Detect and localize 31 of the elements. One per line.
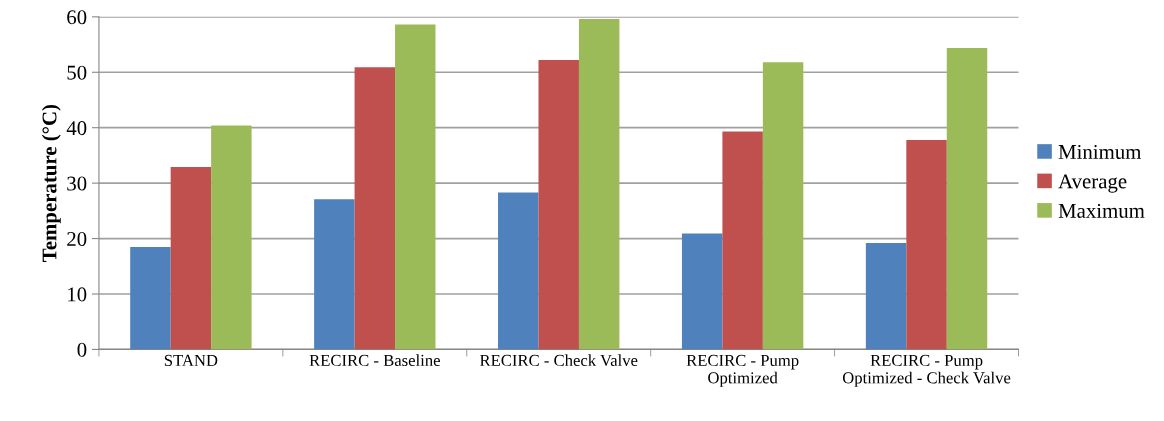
- bar: [314, 199, 355, 350]
- bar: [130, 246, 171, 350]
- bar: [722, 131, 763, 350]
- x-tick-label: RECIRC - Pump Optimized - Check Valve: [842, 354, 1011, 387]
- y-tick-label: 0: [77, 342, 87, 357]
- bar: [906, 139, 947, 350]
- bar: [538, 60, 579, 350]
- legend-label: Average: [1058, 174, 1127, 193]
- x-tick-label: RECIRC - Baseline: [309, 354, 440, 367]
- y-tick-label: 10: [68, 287, 87, 302]
- y-tick-label: 60: [67, 10, 87, 25]
- bar: [865, 243, 907, 350]
- y-tick-label: 30: [67, 176, 87, 191]
- y-tick-label: 20: [67, 231, 87, 246]
- bar: [578, 19, 620, 350]
- bar: [170, 167, 212, 350]
- legend-label: Minimum: [1058, 144, 1142, 159]
- bar: [681, 233, 723, 350]
- bar: [498, 192, 539, 350]
- bar: [762, 62, 804, 350]
- y-tick-label: 50: [67, 65, 87, 80]
- x-tick-label: STAND: [164, 354, 218, 367]
- y-tick-label: 40: [66, 121, 87, 136]
- x-tick-label: RECIRC - Check Valve: [479, 354, 638, 367]
- legend-label: Maximum: [1058, 203, 1145, 218]
- bar: [211, 125, 252, 350]
- bar: [946, 47, 988, 350]
- y-axis-title: Temperature (°C): [41, 104, 61, 262]
- x-tick-label: RECIRC - Pump Optimized: [686, 354, 799, 387]
- bar: [395, 24, 436, 350]
- bar: [354, 67, 396, 350]
